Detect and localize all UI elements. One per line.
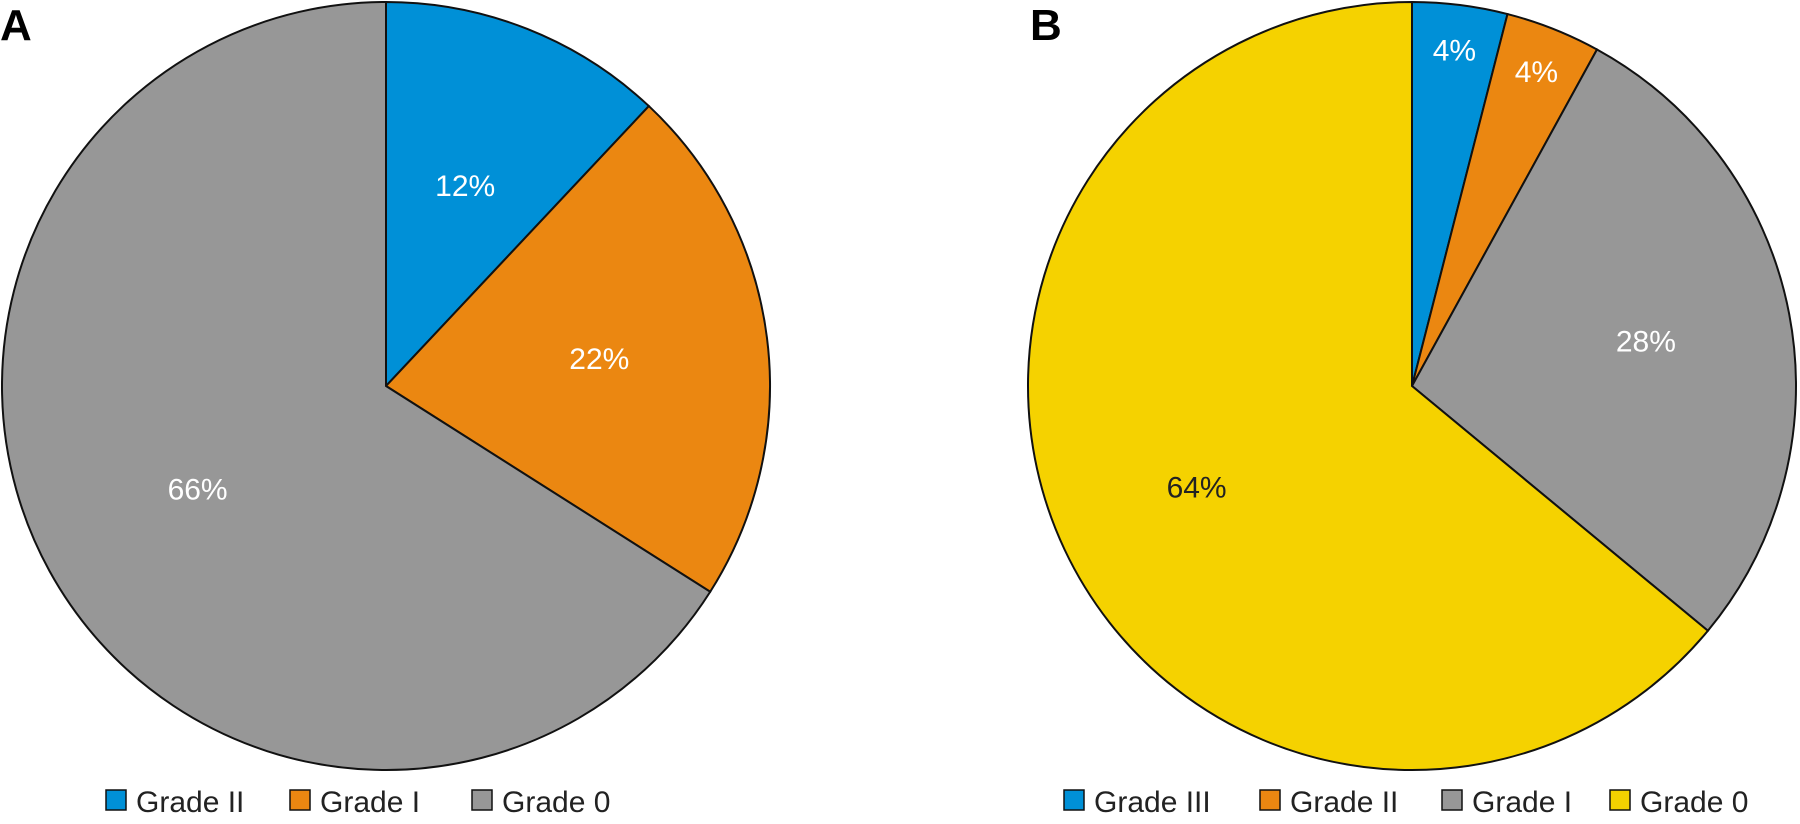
legend-grade-i-swatch	[1441, 789, 1463, 811]
pie-chart-a: A 12% 22% 66% Grade II Grade I Grade 0	[0, 0, 771, 819]
pie-slice-grade-i	[384, 104, 771, 594]
legend-grade-ii-swatch	[105, 789, 127, 811]
slice-label-grade-ii: 4%	[1515, 56, 1558, 89]
pie-slice-grade-ii	[385, 0, 651, 389]
legend-grade-0: Grade 0	[1609, 786, 1748, 819]
legend-grade-0-swatch	[1609, 789, 1631, 811]
legend-grade-0-text: Grade 0	[1640, 786, 1748, 819]
legend-grade-i-swatch	[289, 789, 311, 811]
legend-grade-i-text: Grade I	[1472, 786, 1572, 819]
legend-grade-i: Grade I	[1441, 786, 1572, 819]
pie-a-legend: Grade II Grade I Grade 0	[105, 786, 610, 819]
legend-grade-i-text: Grade I	[320, 786, 420, 819]
pie-b-slice-labels: 4% 4% 28% 64%	[1167, 35, 1676, 505]
slice-label-grade-0: 66%	[168, 474, 228, 507]
legend-grade-iii-text: Grade III	[1094, 786, 1211, 819]
panel-label-a: A	[0, 1, 32, 50]
legend-grade-i: Grade I	[289, 786, 420, 819]
legend-grade-iii-swatch	[1063, 789, 1085, 811]
legend-grade-ii-text: Grade II	[1290, 786, 1398, 819]
legend-grade-0-text: Grade 0	[502, 786, 610, 819]
pie-chart-b: B 4%4%28%64% Grade III Grade II Grade I Gra…	[1027, 0, 1797, 819]
legend-grade-ii-text: Grade II	[136, 786, 244, 819]
legend-grade-ii-swatch	[1259, 789, 1281, 811]
slice-label-grade-i: 28%	[1616, 325, 1676, 358]
legend-grade-ii: Grade II	[105, 786, 244, 819]
pie-slice-grade-i	[1410, 48, 1797, 633]
legend-grade-ii: Grade II	[1259, 786, 1398, 819]
pie-a-slice-labels: 12% 22% 66%	[168, 170, 630, 507]
pie-slice-grade-0	[1, 0, 712, 771]
panel-label-b: B	[1030, 1, 1062, 50]
legend-grade-0-swatch	[471, 789, 493, 811]
pie-slice-grade-0	[1027, 0, 1710, 771]
pie-b-slices	[1027, 0, 1797, 771]
slice-label-grade-ii: 12%	[435, 170, 495, 203]
slice-label-grade-0: 64%	[1167, 471, 1227, 504]
legend-grade-iii: Grade III	[1063, 786, 1211, 819]
legend-grade-0: Grade 0	[471, 786, 610, 819]
slice-label-grade-iii: 4%	[1433, 35, 1476, 68]
slice-label-grade-i: 22%	[569, 343, 629, 376]
pie-b-legend: Grade III Grade II Grade I Grade 0	[1063, 786, 1748, 819]
pie-a-slices	[1, 0, 771, 771]
